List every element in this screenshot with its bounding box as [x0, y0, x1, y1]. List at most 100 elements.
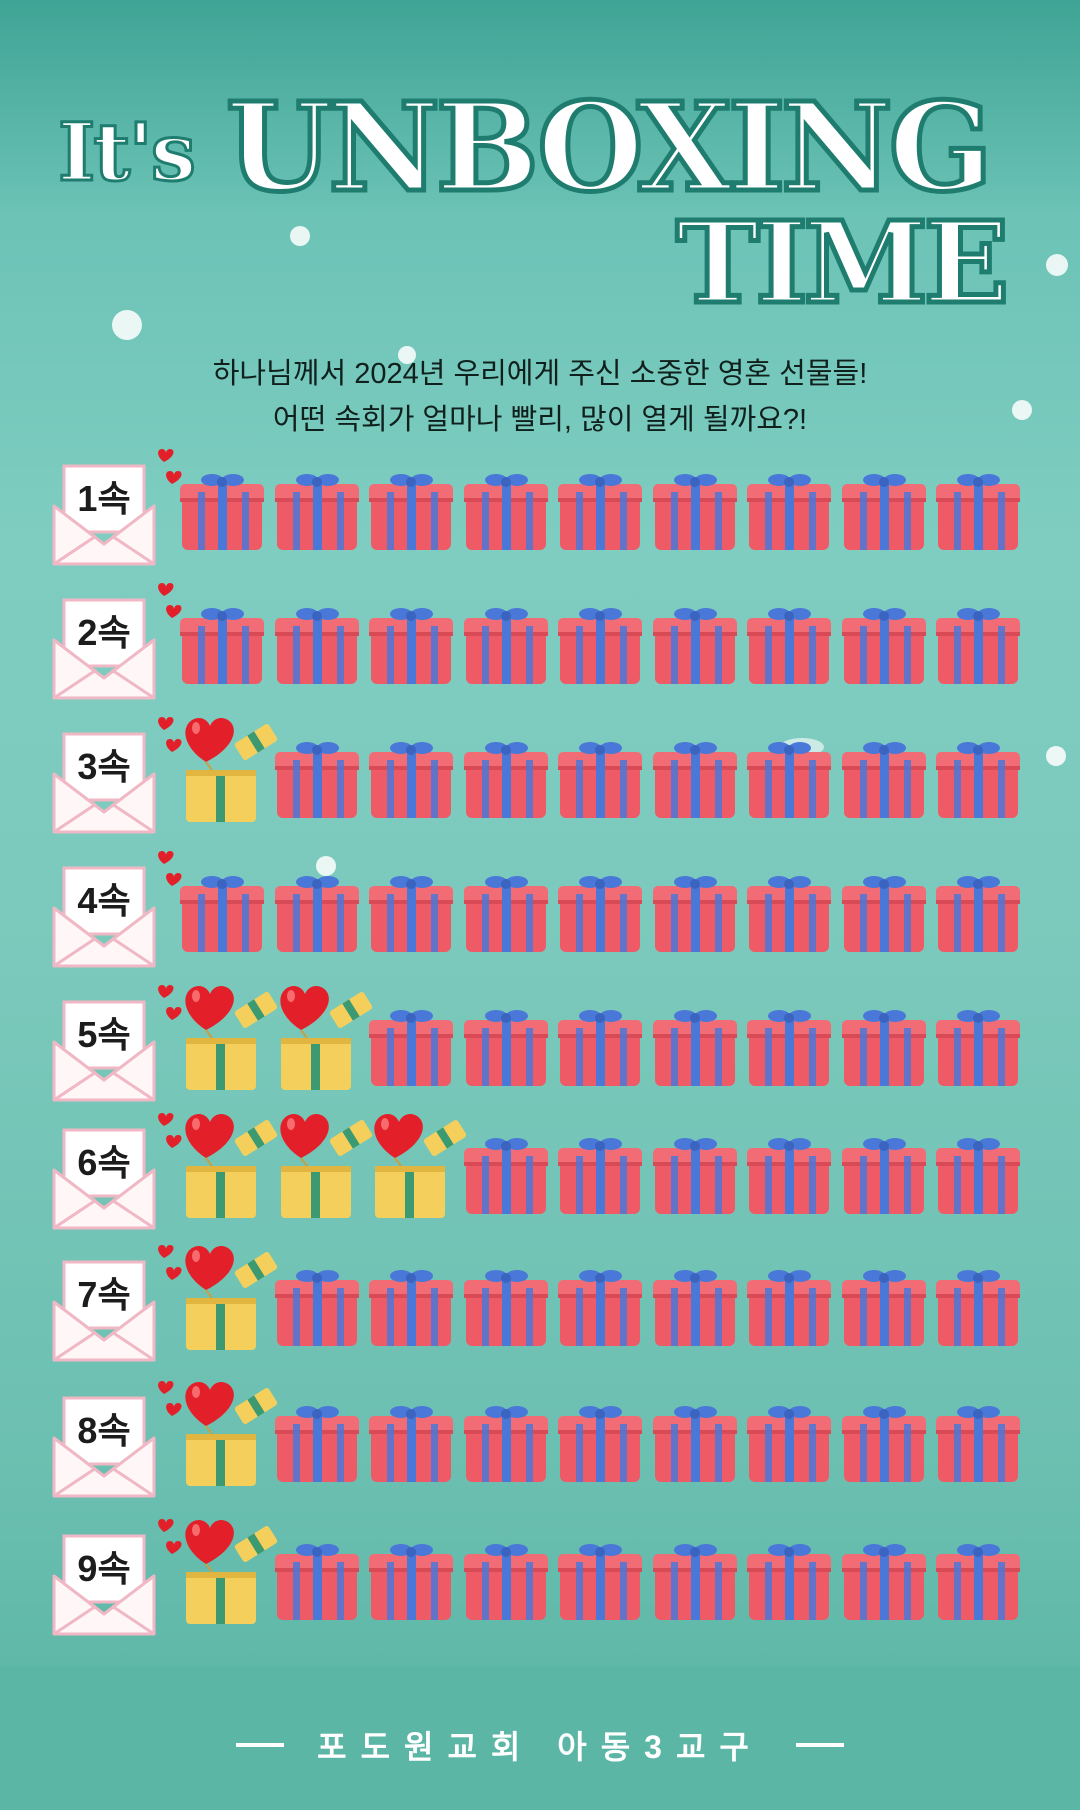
- wrapped-gift-icon: [367, 470, 455, 556]
- wrapped-gift-icon: [273, 1266, 361, 1352]
- wrapped-gift-icon: [462, 470, 550, 556]
- wrapped-gift-icon: [745, 872, 833, 958]
- wrapped-gift-icon: [462, 738, 550, 824]
- opened-gift-heart-icon: [367, 1104, 467, 1224]
- group-row: 5속: [50, 982, 1040, 1108]
- wrapped-gift-icon: [934, 738, 1022, 824]
- wrapped-gift-icon: [934, 872, 1022, 958]
- envelope-icon: 6속: [50, 1124, 158, 1234]
- title-unboxing: UNBOXING: [224, 75, 996, 219]
- group-label: 9속: [77, 1548, 131, 1589]
- wrapped-gift-icon: [178, 470, 266, 556]
- envelope-icon: 3속: [50, 728, 158, 838]
- small-hearts-icon: [154, 714, 186, 758]
- wrapped-gift-icon: [367, 1402, 455, 1488]
- wrapped-gift-icon: [556, 1134, 644, 1220]
- envelope-icon: 5속: [50, 996, 158, 1106]
- wrapped-gift-icon: [934, 1402, 1022, 1488]
- group-row: 8속: [50, 1378, 1040, 1504]
- group-label: 3속: [77, 746, 131, 787]
- wrapped-gift-icon: [745, 1402, 833, 1488]
- wrapped-gift-icon: [178, 872, 266, 958]
- wrapped-gift-icon: [745, 1266, 833, 1352]
- wrapped-gift-icon: [556, 738, 644, 824]
- envelope-icon: 7속: [50, 1256, 158, 1366]
- wrapped-gift-icon: [367, 604, 455, 690]
- wrapped-gift-icon: [462, 1540, 550, 1626]
- wrapped-gift-icon: [462, 1134, 550, 1220]
- subtitle-line-2: 어떤 속회가 얼마나 빨리, 많이 열게 될까요?!: [272, 404, 808, 436]
- footer-dash-left: [236, 1743, 284, 1747]
- wrapped-gift-icon: [840, 1402, 928, 1488]
- footer-bar: [0, 1666, 1080, 1810]
- wrapped-gift-icon: [651, 738, 739, 824]
- envelope-icon: 4속: [50, 862, 158, 972]
- wrapped-gift-icon: [934, 1006, 1022, 1092]
- wrapped-gift-icon: [651, 1402, 739, 1488]
- group-label: 8속: [77, 1410, 131, 1451]
- group-row: 3속: [50, 714, 1040, 840]
- title-its: It's: [57, 105, 198, 199]
- small-hearts-icon: [154, 1378, 186, 1422]
- wrapped-gift-icon: [556, 1266, 644, 1352]
- wrapped-gift-icon: [556, 1540, 644, 1626]
- wrapped-gift-icon: [745, 1134, 833, 1220]
- group-label: 2속: [77, 612, 131, 653]
- envelope-icon: 8속: [50, 1392, 158, 1502]
- small-hearts-icon: [154, 1110, 186, 1154]
- group-row: 7속: [50, 1242, 1040, 1368]
- wrapped-gift-icon: [651, 1006, 739, 1092]
- wrapped-gift-icon: [462, 1402, 550, 1488]
- wrapped-gift-icon: [651, 1540, 739, 1626]
- small-hearts-icon: [154, 446, 186, 490]
- wrapped-gift-icon: [273, 1402, 361, 1488]
- wrapped-gift-icon: [651, 872, 739, 958]
- small-hearts-icon: [154, 982, 186, 1026]
- group-label: 1속: [77, 478, 131, 519]
- group-label: 6속: [77, 1142, 131, 1183]
- wrapped-gift-icon: [651, 1266, 739, 1352]
- wrapped-gift-icon: [462, 1266, 550, 1352]
- wrapped-gift-icon: [840, 604, 928, 690]
- opened-gift-heart-icon: [178, 1236, 278, 1356]
- group-row: 6속: [50, 1110, 1040, 1236]
- envelope-icon: 1속: [50, 460, 158, 570]
- footer-text: 포도원교회 아동3교구: [317, 1729, 763, 1765]
- wrapped-gift-icon: [745, 1540, 833, 1626]
- wrapped-gift-icon: [745, 738, 833, 824]
- small-hearts-icon: [154, 580, 186, 624]
- wrapped-gift-icon: [840, 738, 928, 824]
- group-row: 4속: [50, 848, 1040, 974]
- group-row: 1속: [50, 446, 1040, 572]
- wrapped-gift-icon: [840, 1006, 928, 1092]
- small-hearts-icon: [154, 1242, 186, 1286]
- opened-gift-heart-icon: [178, 1104, 278, 1224]
- subtitle-line-1: 하나님께서 2024년 우리에게 주신 소중한 영혼 선물들!: [212, 358, 868, 390]
- wrapped-gift-icon: [651, 604, 739, 690]
- wrapped-gift-icon: [745, 1006, 833, 1092]
- wrapped-gift-icon: [367, 872, 455, 958]
- wrapped-gift-icon: [178, 604, 266, 690]
- wrapped-gift-icon: [934, 604, 1022, 690]
- group-label: 4속: [77, 880, 131, 921]
- wrapped-gift-icon: [934, 470, 1022, 556]
- opened-gift-heart-icon: [178, 1372, 278, 1492]
- opened-gift-heart-icon: [178, 1510, 278, 1630]
- wrapped-gift-icon: [556, 1006, 644, 1092]
- wrapped-gift-icon: [840, 872, 928, 958]
- envelope-icon: 2속: [50, 594, 158, 704]
- opened-gift-heart-icon: [178, 976, 278, 1096]
- small-hearts-icon: [154, 1516, 186, 1560]
- wrapped-gift-icon: [556, 1402, 644, 1488]
- opened-gift-heart-icon: [178, 708, 278, 828]
- envelope-icon: 9속: [50, 1530, 158, 1640]
- group-row: 9속: [50, 1516, 1040, 1642]
- wrapped-gift-icon: [556, 470, 644, 556]
- small-hearts-icon: [154, 848, 186, 892]
- opened-gift-heart-icon: [273, 1104, 373, 1224]
- wrapped-gift-icon: [651, 470, 739, 556]
- group-label: 7속: [77, 1274, 131, 1315]
- wrapped-gift-icon: [367, 738, 455, 824]
- wrapped-gift-icon: [556, 872, 644, 958]
- wrapped-gift-icon: [462, 604, 550, 690]
